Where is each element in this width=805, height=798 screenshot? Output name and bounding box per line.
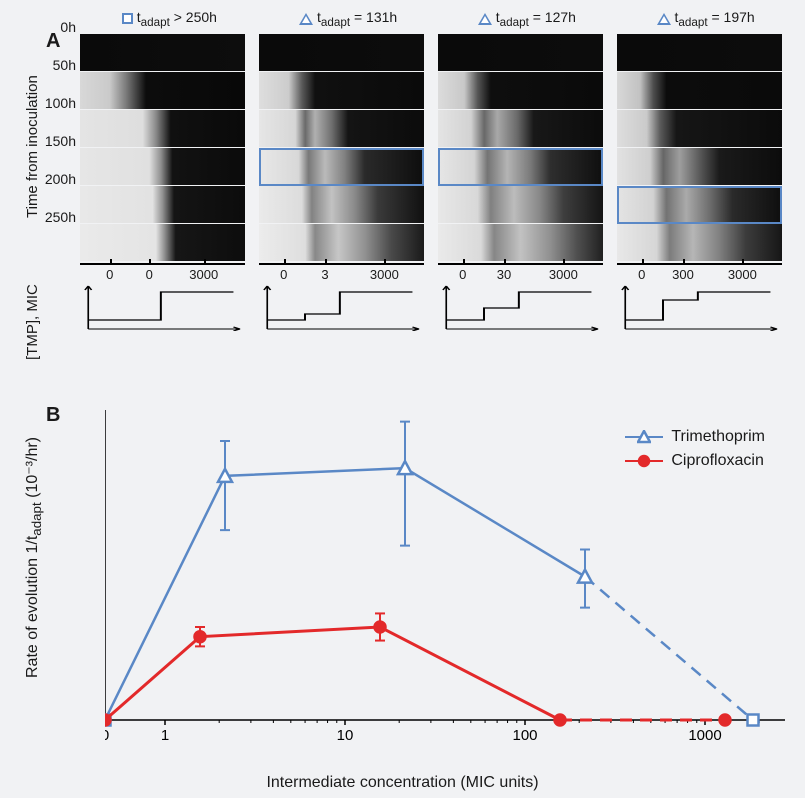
time-strip — [617, 72, 782, 110]
legend-text: Ciprofloxacin — [671, 452, 763, 470]
time-strip — [617, 224, 782, 262]
column-xaxis: 0 300 3000 — [617, 263, 782, 281]
time-strip — [259, 72, 424, 110]
xtick-label: 0 — [106, 267, 113, 282]
time-strip — [438, 110, 603, 148]
image-column: 0 30 3000 — [438, 34, 603, 331]
time-strip — [438, 34, 603, 72]
triangle-marker-icon — [478, 13, 492, 25]
xtick-label: 30 — [497, 267, 511, 282]
legend-marker-icon — [637, 454, 651, 468]
xtick-label: 3000 — [549, 267, 578, 282]
panel-b-xlabel: Intermediate concentration (MIC units) — [266, 774, 538, 792]
column-xaxis: 0 0 3000 — [80, 263, 245, 281]
series-line — [105, 468, 585, 720]
svg-text:0: 0 — [105, 727, 109, 744]
time-strip — [80, 34, 245, 72]
panel-a-headers: tadapt > 250h tadapt = 131h tadapt = 127h t… — [10, 8, 795, 30]
time-strip — [617, 186, 782, 224]
time-strip — [438, 186, 603, 224]
svg-text:1: 1 — [161, 727, 169, 744]
column-header: tadapt = 127h — [444, 9, 609, 29]
time-strip — [617, 148, 782, 186]
series-line — [585, 577, 753, 720]
time-strip — [438, 224, 603, 262]
time-strip — [438, 148, 603, 186]
legend-text: Trimethoprim — [671, 428, 765, 446]
xtick-label: 300 — [672, 267, 694, 282]
legend-item: Ciprofloxacin — [625, 452, 765, 470]
time-strip — [80, 224, 245, 262]
column-xaxis: 0 30 3000 — [438, 263, 603, 281]
mic-profile — [80, 281, 245, 331]
xtick-label: 3000 — [370, 267, 399, 282]
column-header: tadapt = 197h — [623, 9, 788, 29]
header-text: tadapt = 127h — [496, 9, 576, 29]
svg-text:1000: 1000 — [688, 727, 721, 744]
time-strip — [438, 72, 603, 110]
panel-a-grid: 0 0 3000 0 3 3000 0 30 3000 0 300 3000 — [10, 34, 795, 331]
triangle-marker-icon — [299, 13, 313, 25]
time-strip — [80, 72, 245, 110]
time-strip — [259, 224, 424, 262]
time-strip — [617, 34, 782, 72]
xtick-label: 0 — [146, 267, 153, 282]
legend-marker-icon — [637, 430, 651, 444]
time-strip — [259, 148, 424, 186]
mic-profile — [259, 281, 424, 331]
legend-line-icon — [625, 436, 663, 438]
legend-b: Trimethoprim Ciprofloxacin — [625, 428, 765, 476]
xtick-label: 3000 — [189, 267, 218, 282]
legend-line-icon — [625, 460, 663, 462]
column-header: tadapt > 250h — [87, 9, 252, 29]
time-strip — [259, 34, 424, 72]
mic-profile — [617, 281, 782, 331]
xtick-label: 0 — [638, 267, 645, 282]
image-column: 0 300 3000 — [617, 34, 782, 331]
panel-b-ylabel: Rate of evolution 1/tadapt (10⁻³/hr) — [22, 437, 44, 678]
column-xaxis: 0 3 3000 — [259, 263, 424, 281]
legend-item: Trimethoprim — [625, 428, 765, 446]
xtick-label: 3000 — [728, 267, 757, 282]
panel-b: B Rate of evolution 1/tadapt (10⁻³/hr) I… — [10, 398, 795, 798]
xtick-label: 0 — [459, 267, 466, 282]
mic-profile — [438, 281, 603, 331]
time-strip — [80, 148, 245, 186]
time-strip — [259, 110, 424, 148]
image-column: 0 0 3000 — [80, 34, 245, 331]
header-text: tadapt = 197h — [675, 9, 755, 29]
time-strip — [259, 186, 424, 224]
time-strip — [80, 186, 245, 224]
header-text: tadapt = 131h — [317, 9, 397, 29]
svg-text:100: 100 — [512, 727, 537, 744]
panel-a: A tadapt > 250htadapt = 131htadapt = 127… — [10, 8, 795, 388]
xtick-label: 0 — [280, 267, 287, 282]
panel-b-label: B — [46, 404, 60, 427]
header-text: tadapt > 250h — [137, 9, 217, 29]
svg-text:10: 10 — [337, 727, 354, 744]
triangle-marker-icon — [657, 13, 671, 25]
column-header: tadapt = 131h — [266, 9, 431, 29]
xtick-label: 3 — [321, 267, 328, 282]
time-strip — [617, 110, 782, 148]
image-column: 0 3 3000 — [259, 34, 424, 331]
time-strip — [80, 110, 245, 148]
series-line — [105, 627, 560, 720]
square-marker-icon — [122, 13, 133, 24]
